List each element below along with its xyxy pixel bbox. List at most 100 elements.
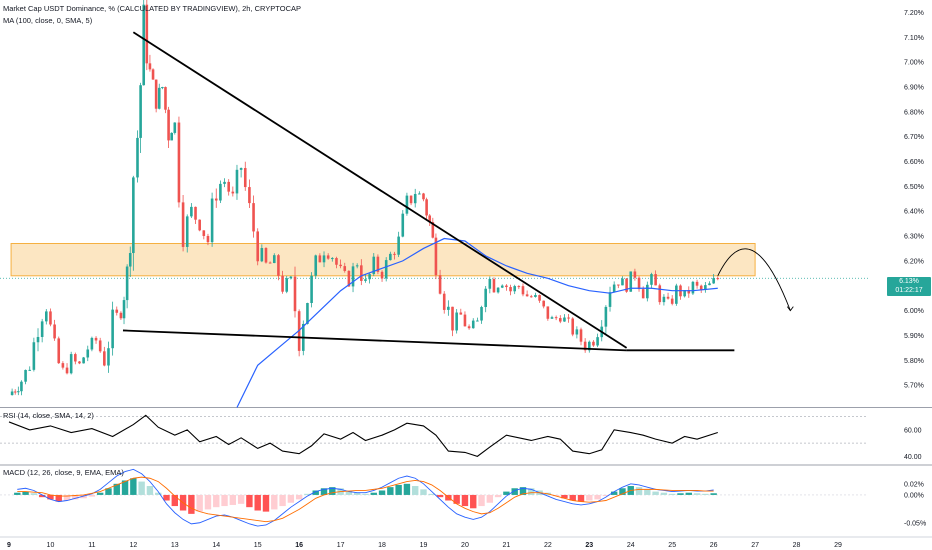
candle-up: [471, 320, 475, 329]
macd-bar-positive: [685, 492, 692, 495]
macd-bar-negative: [171, 494, 178, 507]
time-axis-label: 24: [627, 542, 635, 549]
candle-up: [219, 183, 222, 201]
time-axis-label: 20: [461, 542, 469, 549]
candle-up: [496, 287, 500, 293]
candle-up: [45, 311, 48, 322]
candle-down: [542, 300, 546, 307]
candle-up: [418, 193, 421, 195]
candle-down: [695, 281, 699, 286]
candle-down: [277, 255, 280, 276]
candle-up: [401, 213, 405, 237]
candle-up: [314, 255, 318, 276]
bar-countdown: 01:22:17: [895, 287, 923, 294]
time-axis-label: 17: [337, 542, 345, 549]
candle-down: [252, 203, 255, 232]
candle-up: [389, 253, 392, 261]
macd-bar-negative: [38, 494, 46, 498]
time-axis-label: 29: [834, 542, 842, 549]
candle-up: [107, 348, 110, 366]
candle-down: [670, 298, 674, 304]
candle-up: [128, 253, 132, 267]
trendline: [122, 329, 627, 352]
candle-down: [167, 109, 170, 141]
moving-average-line: [236, 237, 718, 408]
candle-down: [451, 306, 454, 331]
time-axis-label: 15: [254, 542, 262, 549]
macd-bar-positive: [312, 490, 319, 495]
macd-bar-positive: [121, 480, 129, 495]
candle-up: [691, 281, 695, 294]
candle-up: [575, 329, 579, 335]
candle-up: [455, 312, 458, 331]
time-axis-label: 23: [585, 542, 593, 549]
candle-down: [529, 296, 533, 298]
candle-down: [492, 278, 496, 293]
candle-up: [708, 283, 711, 286]
macd-bar-negative: [569, 494, 576, 501]
candle-down: [243, 168, 247, 188]
candle-up: [413, 193, 417, 204]
macd-bar-negative: [204, 494, 212, 510]
candle-up: [563, 317, 566, 322]
macd-bar-negative: [577, 494, 585, 502]
candle-down: [318, 255, 322, 263]
candle-down: [231, 191, 235, 194]
candle-up: [17, 391, 20, 393]
candle-up: [405, 195, 409, 214]
candle-up: [650, 274, 653, 285]
macd-bar-positive: [669, 493, 676, 495]
macd-bar-negative: [213, 494, 220, 508]
macd-bar-positive: [345, 490, 353, 495]
candle-up: [82, 357, 85, 364]
macd-bar-negative: [163, 494, 170, 501]
candle-down: [335, 258, 338, 265]
candle-up: [384, 260, 388, 279]
macd-bar-positive: [619, 488, 626, 495]
candle-up: [662, 296, 666, 303]
macd-axis-label: 0.00%: [904, 492, 924, 499]
macd-legend[interactable]: MACD (12, 26, close, 9, EMA, EMA): [3, 468, 124, 477]
candle-down: [53, 324, 56, 339]
candle-up: [239, 168, 243, 170]
candle-up: [125, 266, 129, 301]
candle-up: [588, 341, 591, 351]
price-axis-label: 6.00%: [904, 308, 924, 315]
macd-bar-negative: [262, 494, 270, 512]
macd-bar-positive: [14, 492, 21, 495]
macd-bar-negative: [594, 494, 601, 500]
candle-down: [442, 293, 446, 310]
candle-up: [90, 337, 94, 350]
macd-bar-positive: [378, 490, 386, 495]
macd-bar-positive: [528, 488, 535, 495]
candle-down: [202, 230, 206, 236]
ma-legend[interactable]: MA (100, close, 0, SMA, 5): [3, 16, 93, 25]
time-axis-label: 10: [47, 542, 55, 549]
candle-down: [115, 309, 119, 313]
macd-bar-negative: [188, 494, 195, 514]
macd-bar-positive: [660, 492, 668, 495]
candle-down: [625, 278, 628, 292]
time-axis-label: 18: [378, 542, 386, 549]
candle-down: [393, 253, 396, 255]
rsi-legend[interactable]: RSI (14, close, SMA, 14, 2): [3, 411, 94, 420]
candle-up: [223, 181, 226, 184]
candle-down: [119, 312, 123, 319]
macd-bar-positive: [30, 493, 38, 495]
last-price-badge: 6.13% 01:22:17: [887, 277, 931, 296]
candle-up: [397, 236, 400, 255]
macd-bar-negative: [287, 494, 295, 503]
time-axis-label: 22: [544, 542, 552, 549]
last-price-value: 6.13%: [899, 278, 919, 285]
candle-up: [32, 342, 36, 370]
chart-title: Market Cap USDT Dominance, % (CALCULATED…: [3, 4, 302, 13]
macd-bar-negative: [586, 494, 593, 501]
trendline: [132, 31, 628, 349]
macd-bar-negative: [295, 494, 303, 500]
candle-down: [151, 69, 155, 80]
candle-down: [517, 286, 521, 288]
candle-down: [78, 361, 81, 364]
rsi-line: [8, 414, 718, 457]
candle-up: [447, 306, 450, 310]
